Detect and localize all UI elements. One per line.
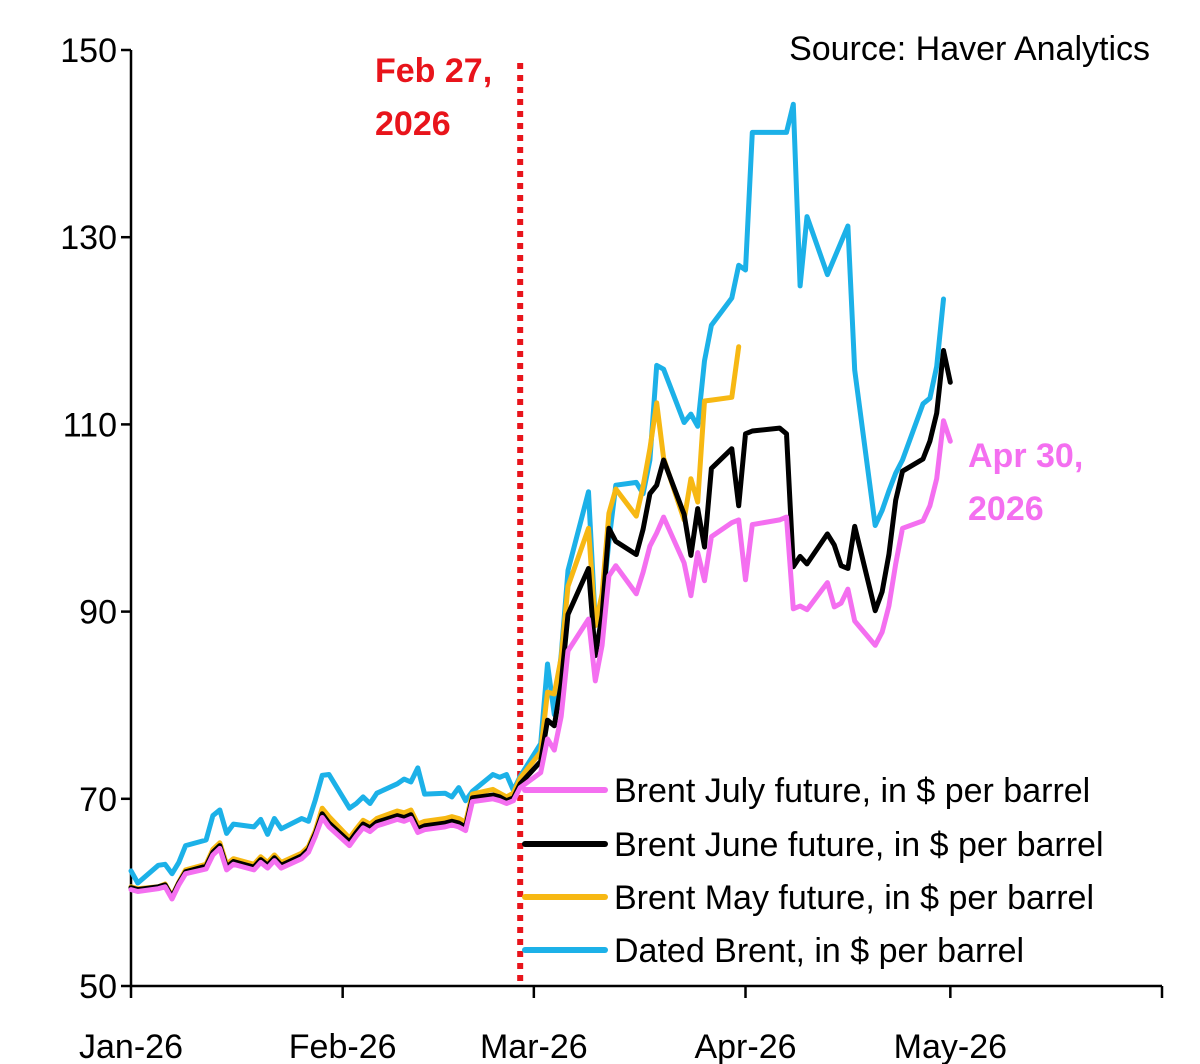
y-ticks: 50 70 90 110 130 150 (60, 32, 131, 1006)
legend-label: Dated Brent, in $ per barrel (614, 932, 1024, 970)
y-tick-label: 110 (63, 406, 117, 444)
series-layer (128, 101, 953, 902)
x-tick-label: Apr-26 (694, 1028, 796, 1064)
x-tick-label: May-26 (894, 1028, 1007, 1064)
x-ticks: Jan-26 Feb-26 Mar-26 Apr-26 May-26 (79, 986, 1164, 1064)
y-tick-label: 70 (79, 781, 117, 819)
annotation-apr30-line2: 2026 (968, 490, 1044, 528)
series-line-brent-june-future (128, 348, 953, 900)
annotation-feb27-line1: Feb 27, (375, 52, 492, 90)
x-tick-label: Mar-26 (480, 1028, 588, 1064)
annotation-feb27: Feb 27, 2026 (375, 52, 502, 143)
series-line-brent-july-future (128, 418, 953, 902)
legend-label: Brent May future, in $ per barrel (614, 879, 1094, 917)
annotation-apr30: Apr 30, 2026 (968, 437, 1093, 528)
annotation-feb27-line2: 2026 (375, 105, 451, 143)
annotation-apr30-line1: Apr 30, (968, 437, 1083, 475)
y-tick-label: 90 (79, 594, 117, 632)
legend: Brent July future, in $ per barrel Brent … (522, 772, 1104, 970)
y-tick-label: 130 (60, 219, 117, 257)
source-note: Source: Haver Analytics (789, 30, 1150, 68)
x-tick-label: Jan-26 (79, 1028, 183, 1064)
x-tick-label: Feb-26 (289, 1028, 397, 1064)
legend-label: Brent July future, in $ per barrel (614, 772, 1090, 810)
y-tick-label: 150 (60, 32, 117, 70)
axes (129, 50, 1162, 988)
legend-label: Brent June future, in $ per barrel (614, 826, 1104, 864)
y-tick-label: 50 (79, 968, 117, 1006)
